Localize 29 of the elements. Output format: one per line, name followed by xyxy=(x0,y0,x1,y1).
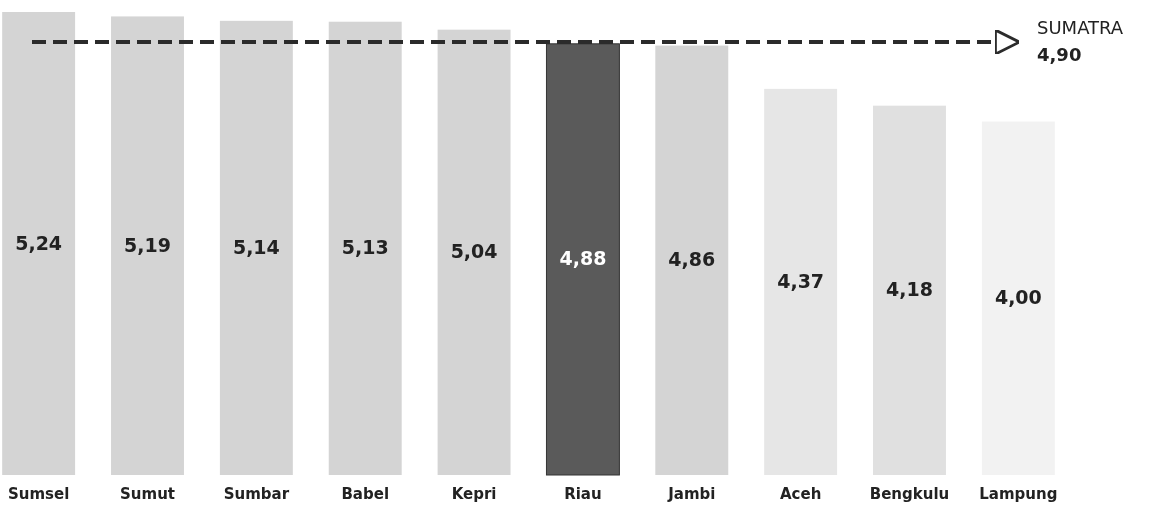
bar xyxy=(2,12,76,475)
data-label: 5,19 xyxy=(124,233,171,256)
x-tick-label: Sumut xyxy=(120,485,175,503)
data-label: 4,86 xyxy=(668,248,716,271)
x-tick-label: Bengkulu xyxy=(869,485,950,503)
bar xyxy=(219,20,293,475)
bar xyxy=(328,21,402,475)
x-tick-label: Sumsel xyxy=(7,485,70,503)
data-label: 5,24 xyxy=(15,231,63,254)
data-label: 5,14 xyxy=(232,235,280,258)
bar xyxy=(437,29,511,475)
data-label: 5,13 xyxy=(341,236,389,259)
data-label: 4,18 xyxy=(886,278,933,301)
x-tick-label: Jambi xyxy=(667,485,716,503)
x-tick-label: Babel xyxy=(341,485,390,503)
x-tick-label: Sumbar xyxy=(223,485,290,503)
x-tick-label: Riau xyxy=(564,485,602,503)
bar xyxy=(655,45,729,475)
x-tick-label: Lampung xyxy=(979,485,1058,503)
data-label: 4,37 xyxy=(777,269,825,292)
x-tick-label: Kepri xyxy=(451,485,497,503)
ref-line-label: SUMATRA 4,90 xyxy=(1037,17,1124,66)
bar xyxy=(764,88,838,475)
data-label: 5,04 xyxy=(450,240,498,263)
x-tick-label: Aceh xyxy=(779,485,822,503)
data-label: 4,88 xyxy=(559,247,607,270)
bar xyxy=(111,16,184,475)
bar xyxy=(873,105,946,475)
data-label: 4,00 xyxy=(994,286,1042,309)
